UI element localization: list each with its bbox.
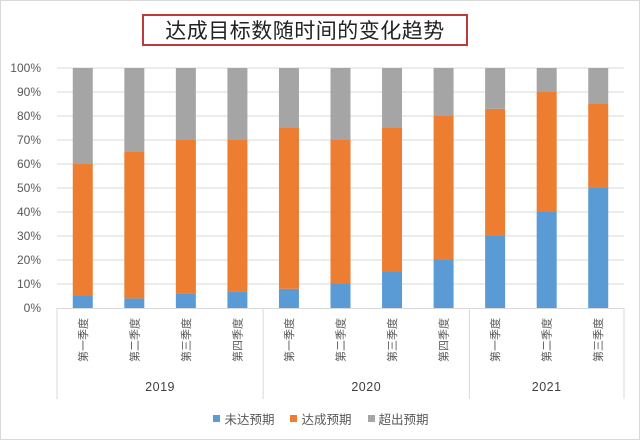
bar-segment (588, 104, 609, 188)
y-tick-label: 10% (17, 277, 41, 291)
bar-segment (588, 188, 609, 308)
legend-swatch (367, 415, 375, 422)
bar-segment (175, 68, 196, 140)
x-category-label: 第二季度 (540, 318, 554, 362)
legend-item: 超出预期 (367, 409, 429, 428)
legend-item: 达成预期 (290, 409, 352, 428)
bar-segment (433, 116, 454, 260)
y-tick-label: 30% (17, 229, 41, 243)
bar-segment (175, 140, 196, 294)
bar-segment (124, 152, 145, 299)
bar-segment (330, 140, 351, 284)
bar-segment (330, 68, 351, 140)
bar-segment (485, 108, 506, 236)
bar-segment (175, 293, 196, 308)
bar-segment (124, 298, 145, 308)
x-category-label: 第四季度 (230, 318, 244, 362)
legend-swatch (213, 415, 221, 422)
bar-segment (227, 291, 248, 308)
x-category-label: 第三季度 (385, 318, 399, 362)
chart-title: 达成目标数随时间的变化趋势 (142, 14, 468, 46)
y-tick-label: 80% (17, 109, 41, 123)
bar-segment (485, 68, 506, 109)
x-group-label: 2019 (145, 380, 175, 394)
x-category-label: 第一季度 (76, 318, 90, 362)
y-tick-label: 60% (17, 157, 41, 171)
legend: 未达预期 达成预期 超出预期 (1, 409, 640, 428)
y-tick-label: 100% (10, 61, 41, 75)
x-category-label: 第三季度 (591, 318, 605, 362)
x-category-label: 第四季度 (437, 318, 451, 362)
bar-segment (588, 68, 609, 104)
bar-segment (330, 284, 351, 308)
y-tick-label: 20% (17, 253, 41, 267)
bar-segment (124, 68, 145, 152)
x-category-label: 第一季度 (282, 318, 296, 362)
y-tick-label: 0% (24, 301, 42, 315)
bar-segment (227, 68, 248, 140)
bar-segment (382, 272, 403, 308)
y-tick-label: 50% (17, 181, 41, 195)
legend-item: 未达预期 (213, 409, 274, 428)
x-category-label: 第二季度 (334, 318, 348, 362)
bar-segment (382, 128, 403, 272)
bar-segment (485, 236, 506, 308)
legend-label: 超出预期 (378, 412, 429, 427)
bar-segment (433, 260, 454, 308)
bar-segment (278, 128, 299, 289)
x-category-label: 第一季度 (488, 318, 502, 362)
x-category-label: 第二季度 (127, 318, 141, 362)
bar-segment (536, 92, 557, 212)
y-tick-label: 40% (17, 205, 41, 219)
bar-segment (278, 68, 299, 128)
bar-segment (433, 68, 454, 116)
y-tick-label: 70% (17, 133, 41, 147)
bar-segment (72, 68, 93, 164)
bar-segment (536, 212, 557, 308)
bar-segment (382, 68, 403, 128)
bar-segment (536, 68, 557, 92)
legend-label: 未达预期 (224, 412, 275, 427)
legend-swatch (290, 415, 298, 422)
x-category-label: 第三季度 (179, 318, 193, 362)
bar-segment (72, 164, 93, 296)
bar-segment (227, 140, 248, 292)
x-group-label: 2020 (351, 380, 381, 394)
bar-segment (278, 288, 299, 308)
y-tick-label: 90% (17, 85, 41, 99)
x-group-label: 2021 (532, 380, 562, 394)
bar-segment (72, 296, 93, 308)
legend-label: 达成预期 (301, 412, 352, 427)
